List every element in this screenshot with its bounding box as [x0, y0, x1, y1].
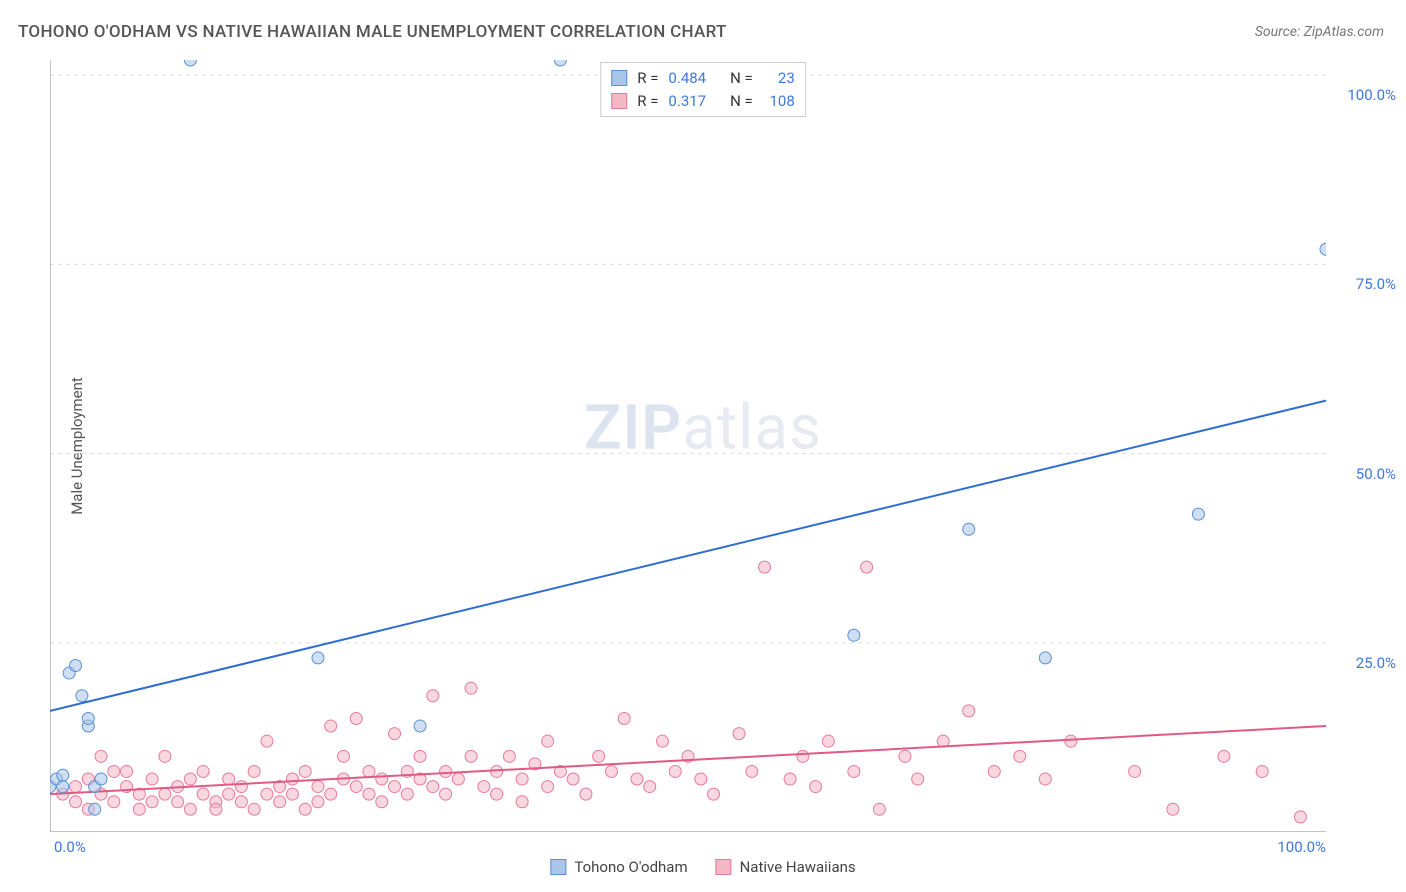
legend-series-item: Tohono O'odham — [550, 858, 687, 876]
source-label: Source: ZipAtlas.com — [1255, 24, 1384, 40]
legend-swatch — [716, 859, 732, 875]
legend-series-label: Native Hawaiians — [740, 858, 856, 876]
x-tick-label: 0.0% — [54, 838, 86, 856]
legend-r-label: R = — [637, 90, 658, 113]
legend-n-value: 23 — [763, 67, 795, 90]
legend-r-value: 0.484 — [668, 67, 706, 90]
legend-n-label: N = — [730, 67, 753, 90]
y-tick-label: 100.0% — [1347, 86, 1396, 104]
legend-swatch — [550, 859, 566, 875]
legend-n-value: 108 — [763, 90, 795, 113]
chart-title: TOHONO O'ODHAM VS NATIVE HAWAIIAN MALE U… — [18, 22, 727, 42]
legend-series-item: Native Hawaiians — [716, 858, 856, 876]
legend-stat-row: R = 0.484 N = 23 — [611, 67, 795, 90]
legend-swatch — [611, 70, 627, 86]
legend-stat-row: R = 0.317 N = 108 — [611, 90, 795, 113]
series-legend: Tohono O'odham Native Hawaiians — [550, 858, 855, 876]
y-tick-label: 25.0% — [1356, 654, 1396, 672]
legend-r-value: 0.317 — [668, 90, 706, 113]
y-tick-label: 75.0% — [1356, 275, 1396, 293]
correlation-legend: R = 0.484 N = 23 R = 0.317 N = 108 — [600, 62, 806, 117]
plot-area — [50, 60, 1326, 832]
legend-r-label: R = — [637, 67, 658, 90]
y-tick-label: 50.0% — [1356, 465, 1396, 483]
legend-swatch — [611, 93, 627, 109]
legend-n-label: N = — [730, 90, 753, 113]
legend-series-label: Tohono O'odham — [574, 858, 687, 876]
x-tick-label: 100.0% — [1277, 838, 1326, 856]
